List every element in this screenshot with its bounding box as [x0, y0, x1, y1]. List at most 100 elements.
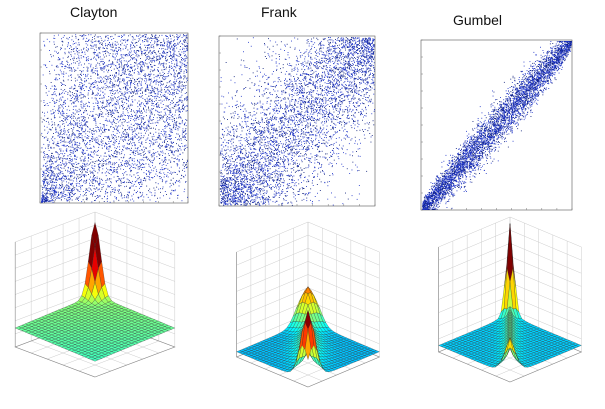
scatter-point — [107, 87, 109, 89]
scatter-point — [181, 60, 183, 62]
scatter-point — [68, 197, 70, 199]
scatter-point — [182, 108, 184, 110]
scatter-point — [56, 131, 57, 133]
scatter-point — [102, 51, 104, 53]
scatter-point — [131, 147, 132, 149]
scatter-point — [178, 84, 180, 86]
scatter-point — [152, 59, 154, 61]
scatter-point — [184, 136, 186, 138]
scatter-point — [118, 96, 120, 98]
scatter-point — [158, 105, 160, 107]
scatter-point — [96, 88, 98, 90]
scatter-point — [99, 107, 100, 109]
scatter-point — [124, 163, 125, 165]
scatter-point — [113, 137, 114, 138]
scatter-point — [43, 183, 44, 185]
scatter-point — [79, 196, 81, 198]
scatter-point — [61, 199, 62, 201]
scatter-point — [53, 171, 54, 173]
scatter-point — [113, 120, 114, 122]
scatter-point — [118, 99, 120, 100]
scatter-point — [170, 115, 172, 116]
scatter-point — [119, 82, 121, 84]
scatter-point — [72, 172, 74, 174]
scatter-point — [82, 84, 84, 86]
scatter-point — [144, 73, 146, 75]
scatter-point — [85, 165, 87, 167]
scatter-point — [117, 151, 119, 153]
scatter-point — [136, 35, 138, 37]
scatter-point — [73, 173, 75, 175]
scatter-point — [176, 93, 178, 94]
scatter-point — [114, 57, 116, 59]
scatter-point — [101, 139, 102, 141]
scatter-point — [116, 55, 117, 57]
scatter-point — [186, 46, 188, 48]
scatter-point — [182, 86, 184, 87]
scatter-point — [91, 193, 93, 195]
scatter-point — [86, 192, 87, 193]
scatter-point — [92, 130, 94, 131]
scatter-point — [123, 81, 125, 83]
scatter-point — [104, 67, 106, 69]
scatter-point — [176, 34, 178, 35]
scatter-point — [62, 153, 63, 155]
scatter-point — [149, 99, 150, 101]
scatter-point — [112, 90, 114, 92]
scatter-point — [123, 66, 125, 67]
scatter-point — [128, 160, 130, 162]
scatter-point — [98, 184, 100, 186]
scatter-point — [139, 124, 141, 125]
scatter-point — [161, 80, 163, 82]
scatter-point — [128, 70, 130, 72]
scatter-point — [178, 160, 180, 162]
scatter-point — [172, 93, 174, 94]
scatter-point — [183, 191, 185, 193]
scatter-point — [51, 200, 53, 202]
scatter-point — [166, 38, 168, 40]
scatter-point — [160, 102, 162, 104]
scatter-point — [186, 166, 188, 168]
scatter-point — [170, 42, 172, 44]
scatter-point — [118, 186, 120, 187]
scatter-point — [118, 84, 120, 86]
scatter-point — [125, 166, 127, 167]
scatter-point — [115, 123, 117, 124]
scatter-point — [92, 128, 94, 130]
scatter-point — [186, 99, 188, 100]
scatter-point — [77, 117, 79, 119]
scatter-point — [176, 80, 177, 82]
scatter-point — [172, 49, 173, 51]
scatter-point — [58, 106, 60, 108]
scatter-point — [84, 175, 85, 177]
scatter-point — [142, 92, 143, 94]
scatter-point — [157, 41, 158, 43]
scatter-point — [73, 56, 75, 58]
scatter-point — [85, 124, 87, 126]
scatter-point — [65, 117, 67, 119]
scatter-point — [77, 137, 79, 139]
scatter-point — [157, 40, 159, 42]
scatter-point — [165, 131, 166, 133]
scatter-point — [68, 182, 70, 184]
scatter-point — [120, 48, 122, 50]
scatter-point — [185, 98, 187, 100]
scatter-point — [98, 89, 99, 91]
scatter-point — [103, 63, 104, 65]
scatter-point — [130, 165, 132, 167]
scatter-point — [125, 109, 127, 110]
scatter-point — [71, 118, 72, 120]
scatter-point — [71, 193, 73, 195]
scatter-point — [45, 187, 47, 189]
scatter-point — [79, 94, 80, 96]
scatter-point — [99, 46, 101, 48]
scatter-point — [118, 78, 120, 80]
scatter-point — [158, 74, 160, 76]
scatter-point — [115, 180, 117, 182]
scatter-point — [95, 46, 97, 48]
scatter-point — [113, 152, 115, 154]
scatter-point — [72, 129, 74, 131]
scatter-point — [150, 79, 151, 80]
scatter-point — [145, 59, 147, 60]
scatter-point — [166, 52, 168, 54]
